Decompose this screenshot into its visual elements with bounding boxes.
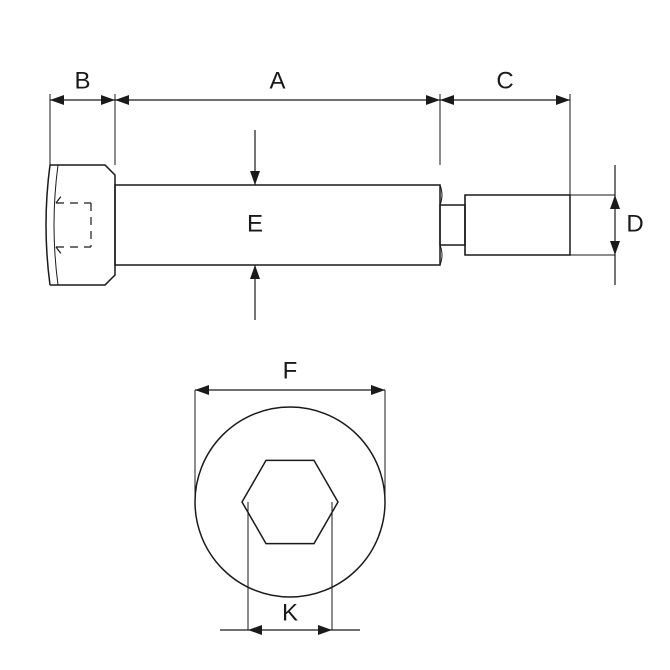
dim-label-a: A — [269, 67, 285, 94]
side-view — [46, 165, 570, 285]
dim-label-b: B — [74, 67, 90, 94]
hex-socket — [242, 460, 338, 543]
dim-label-d: D — [626, 210, 643, 237]
shoulder-screw-diagram: B A C D E F K — [0, 0, 670, 670]
front-view — [195, 407, 385, 597]
dim-label-e: E — [247, 210, 263, 237]
screw-head — [50, 165, 115, 285]
dim-label-k: K — [282, 599, 298, 626]
screw-shoulder — [115, 185, 440, 265]
screw-thread — [465, 195, 570, 255]
dim-label-f: F — [283, 357, 298, 384]
head-circle — [195, 407, 385, 597]
dim-label-c: C — [496, 67, 513, 94]
